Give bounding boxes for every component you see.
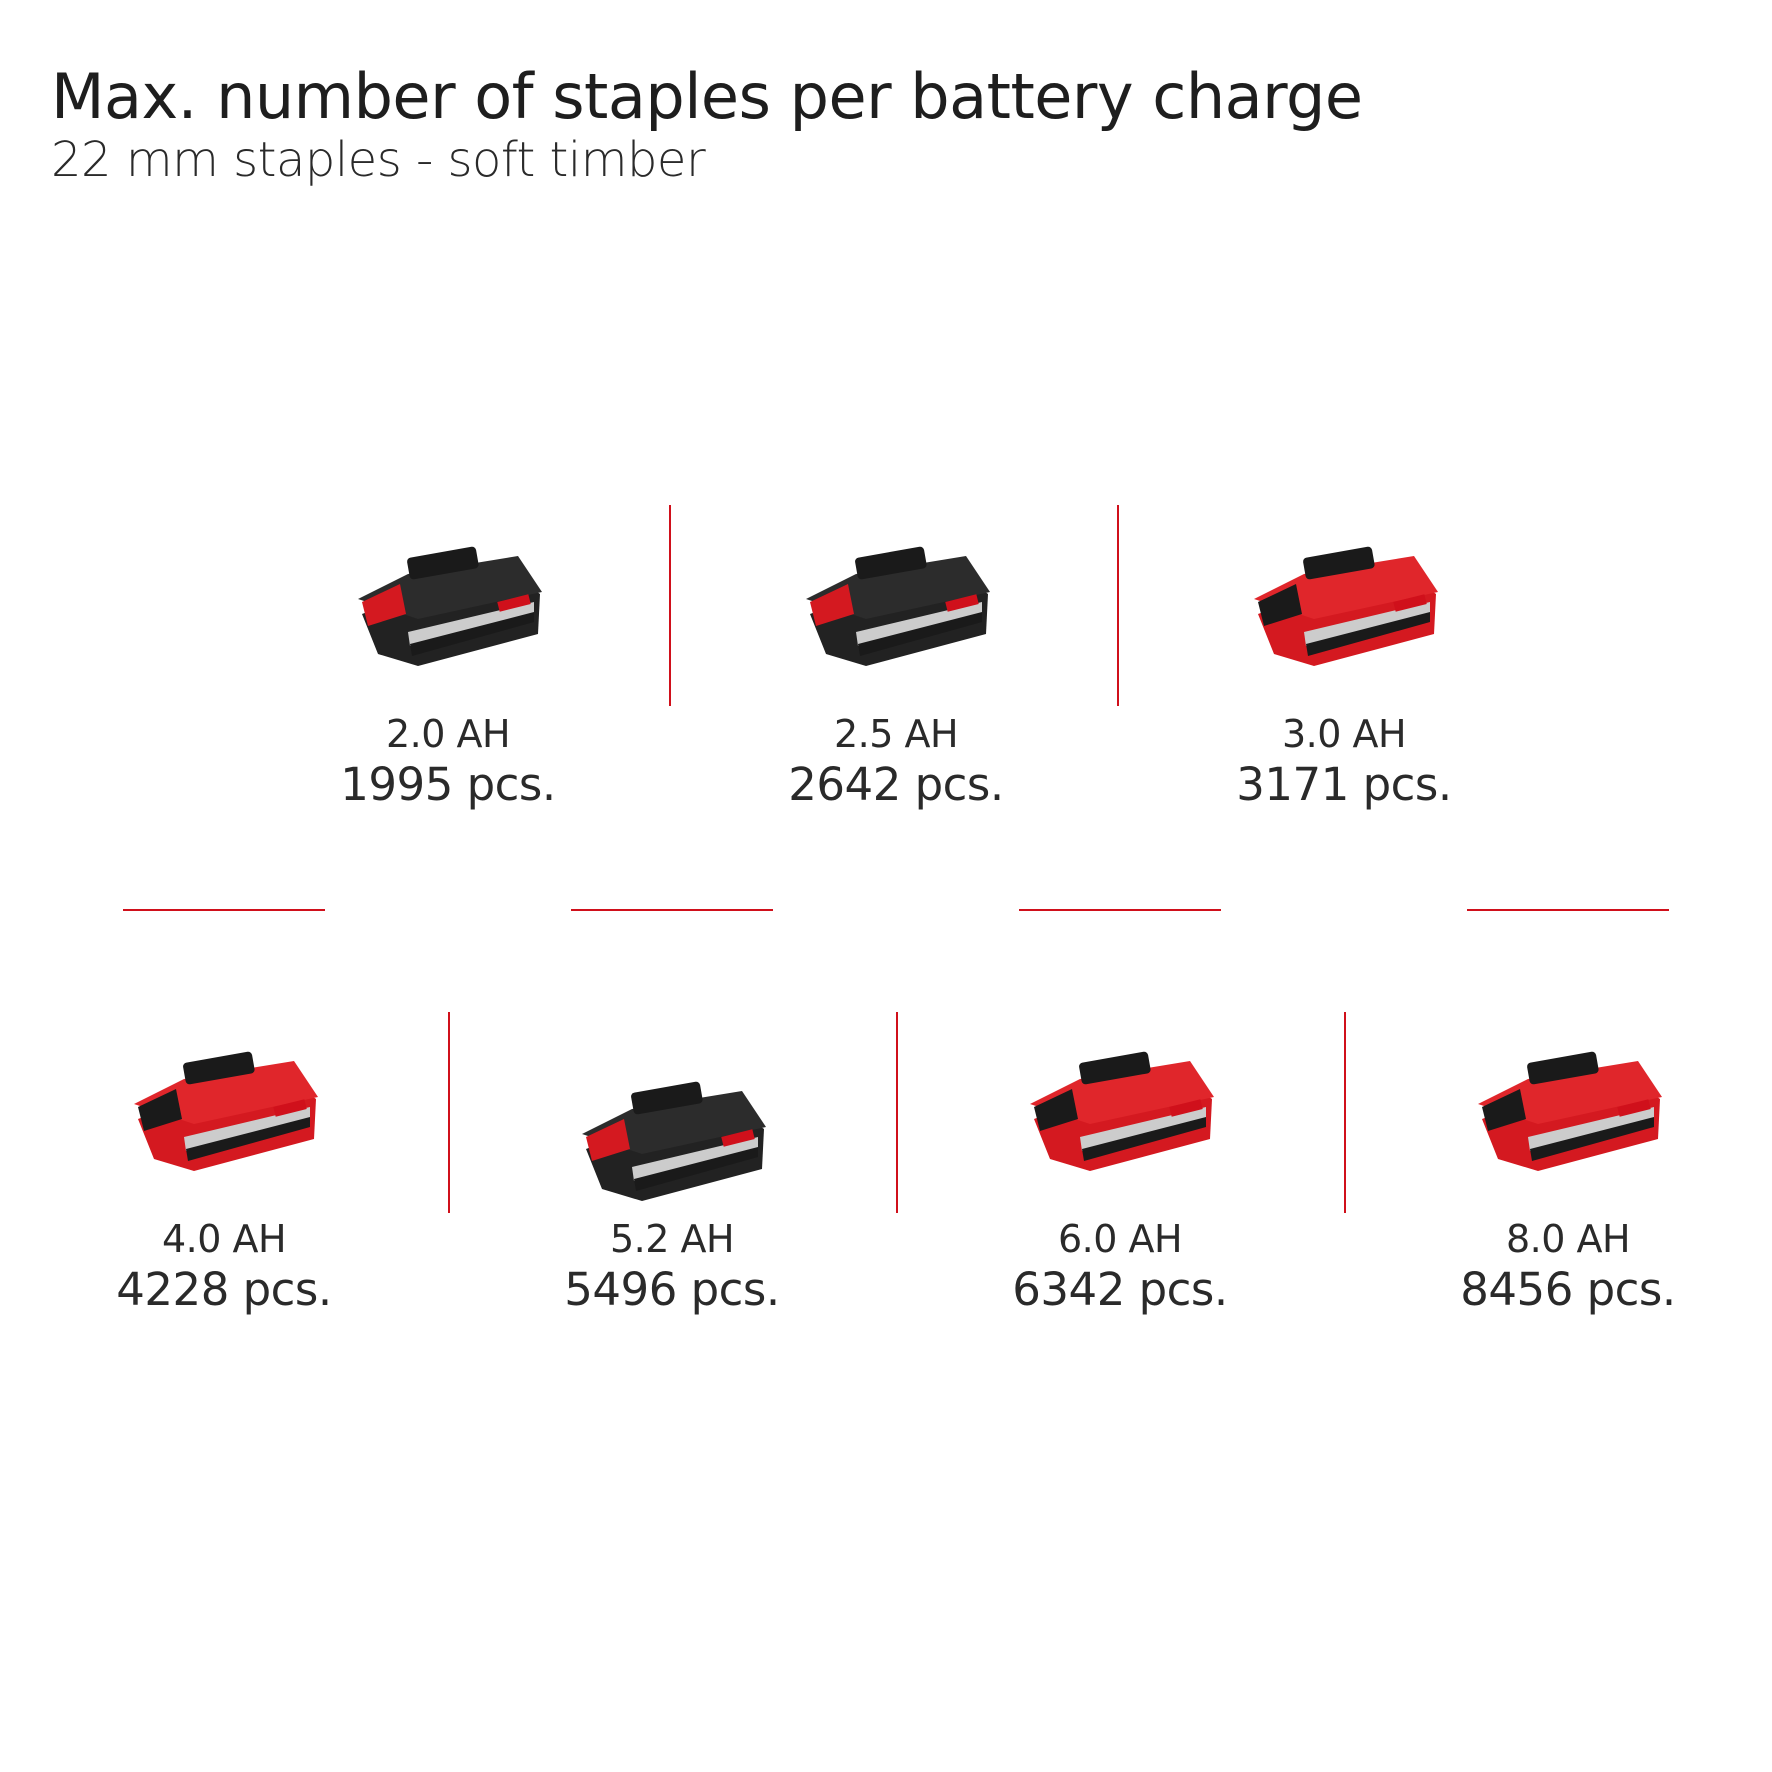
- battery-pack-icon: [582, 1081, 766, 1201]
- battery-item: 3.0 AH 3171 pcs.: [1120, 544, 1568, 811]
- page-title: Max. number of staples per battery charg…: [51, 60, 1363, 133]
- staples-count: 2642 pcs.: [788, 758, 1004, 811]
- staples-count: 5496 pcs.: [564, 1263, 780, 1316]
- page-subtitle: 22 mm staples - soft timber: [51, 132, 706, 188]
- horizontal-divider: [1467, 909, 1669, 911]
- battery-capacity: 5.2 AH: [609, 1217, 735, 1261]
- vertical-divider: [896, 1012, 898, 1213]
- battery-item: 2.0 AH 1995 pcs.: [224, 544, 672, 811]
- horizontal-divider: [571, 909, 773, 911]
- staples-count: 3171 pcs.: [1236, 758, 1452, 811]
- vertical-divider: [669, 505, 671, 706]
- battery-pack-icon: [134, 1051, 318, 1171]
- battery-capacity: 6.0 AH: [1057, 1217, 1183, 1261]
- vertical-divider: [448, 1012, 450, 1213]
- battery-capacity: 8.0 AH: [1505, 1217, 1631, 1261]
- vertical-divider: [1117, 505, 1119, 706]
- staples-count: 1995 pcs.: [340, 758, 556, 811]
- battery-capacity: 3.0 AH: [1281, 712, 1407, 756]
- battery-capacity: 2.5 AH: [833, 712, 959, 756]
- battery-item: 5.2 AH 5496 pcs.: [448, 1049, 896, 1316]
- battery-item: 8.0 AH 8456 pcs.: [1344, 1049, 1772, 1316]
- battery-capacity: 4.0 AH: [161, 1217, 287, 1261]
- vertical-divider: [1344, 1012, 1346, 1213]
- battery-pack-icon: [806, 546, 990, 666]
- battery-pack-icon: [358, 546, 542, 666]
- battery-item: 2.5 AH 2642 pcs.: [672, 544, 1120, 811]
- staples-count: 8456 pcs.: [1460, 1263, 1676, 1316]
- battery-item: 4.0 AH 4228 pcs.: [0, 1049, 448, 1316]
- battery-pack-icon: [1030, 1051, 1214, 1171]
- battery-item: 6.0 AH 6342 pcs.: [896, 1049, 1344, 1316]
- horizontal-divider: [123, 909, 325, 911]
- staples-count: 4228 pcs.: [116, 1263, 332, 1316]
- horizontal-divider: [1019, 909, 1221, 911]
- battery-pack-icon: [1254, 546, 1438, 666]
- staples-count: 6342 pcs.: [1012, 1263, 1228, 1316]
- battery-pack-icon: [1478, 1051, 1662, 1171]
- battery-capacity: 2.0 AH: [385, 712, 511, 756]
